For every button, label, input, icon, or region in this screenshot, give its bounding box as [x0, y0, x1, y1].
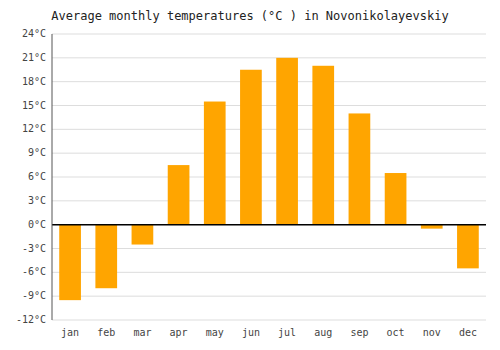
bar [59, 225, 81, 300]
grid-line [52, 81, 486, 82]
x-tick-label: aug [314, 327, 332, 338]
bar [204, 102, 226, 225]
bars [59, 58, 479, 300]
x-tick-label: may [206, 327, 224, 338]
y-ticks: -12°C -9°C -6°C -3°C 0°C 3°C 6°C 9°C 12°C 15°C 18°… [16, 28, 46, 325]
zero-line [52, 224, 486, 226]
bar [349, 113, 371, 224]
grid-line [52, 129, 486, 130]
grid-line [52, 320, 486, 321]
x-tick-label: mar [133, 327, 151, 338]
x-tick-label: dec [459, 327, 477, 338]
bar [132, 225, 154, 245]
y-tick-label: -3°C [22, 243, 46, 254]
y-tick-label: 18°C [22, 76, 46, 87]
y-tick-label: 9°C [28, 147, 46, 158]
grid-line [52, 224, 486, 225]
y-tick-label: -12°C [16, 314, 46, 325]
grid-line [52, 34, 486, 35]
bar [240, 70, 262, 225]
x-tick-label: feb [97, 327, 115, 338]
x-tick-label: nov [423, 327, 441, 338]
x-tick-label: apr [170, 327, 188, 338]
grid-line [52, 57, 486, 58]
bar [385, 173, 407, 225]
grid-line [52, 296, 486, 297]
y-axis-line [52, 34, 53, 320]
y-tick-label: 21°C [22, 52, 46, 63]
grid-line [52, 177, 486, 178]
x-tick-label: jul [278, 327, 296, 338]
bar [95, 225, 117, 289]
y-tick-label: 3°C [28, 195, 46, 206]
x-tick-label: jun [242, 327, 260, 338]
bar [312, 66, 334, 225]
grid-line [52, 105, 486, 106]
bar [168, 165, 190, 225]
x-tick-label: jan [61, 327, 79, 338]
y-tick-label: -9°C [22, 290, 46, 301]
y-tick-label: 6°C [28, 171, 46, 182]
grid-line [52, 153, 486, 154]
grid [52, 34, 486, 320]
bar [276, 58, 298, 225]
x-ticks: jan feb mar apr may jun jul aug sep oct nov dec [61, 327, 477, 338]
y-tick-label: 0°C [28, 219, 46, 230]
x-tick-label: sep [350, 327, 368, 338]
y-tick-label: 24°C [22, 28, 46, 39]
y-tick-label: 12°C [22, 123, 46, 134]
grid-line [52, 200, 486, 201]
bar [457, 225, 479, 269]
chart: -12°C -9°C -6°C -3°C 0°C 3°C 6°C 9°C 12°C 15°C 18°… [0, 0, 500, 350]
title: Average monthly temperatures (°C ) in No… [51, 9, 448, 23]
y-tick-label: -6°C [22, 266, 46, 277]
y-tick-label: 15°C [22, 100, 46, 111]
x-tick-label: oct [387, 327, 405, 338]
